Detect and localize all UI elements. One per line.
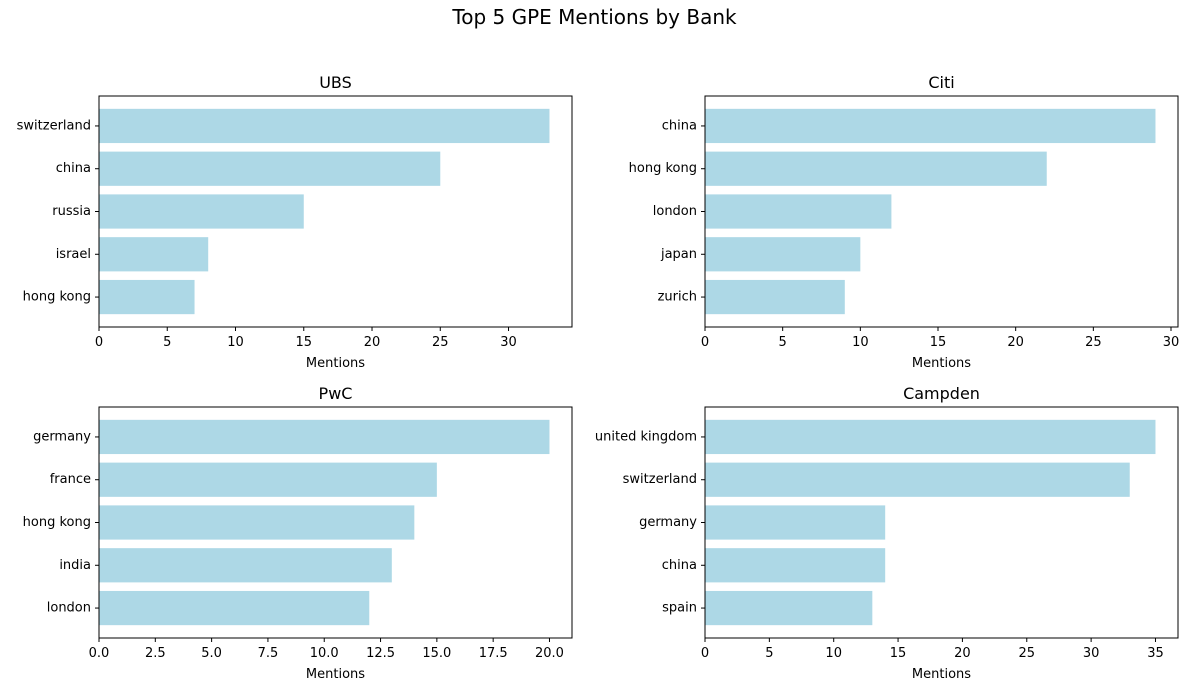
bar (99, 419, 550, 455)
x-tick-label: 25 (432, 335, 449, 350)
bar (705, 108, 1156, 144)
bar (99, 279, 195, 315)
x-tick-label: 35 (1147, 646, 1164, 661)
y-tick-label: hong kong (23, 515, 91, 530)
y-tick-label: germany (639, 515, 697, 530)
x-tick-label: 15 (930, 335, 947, 350)
x-tick-label: 0.0 (89, 646, 110, 661)
plot-frame (98, 95, 573, 328)
x-tick-label: 0 (701, 335, 709, 350)
x-axis-label: Mentions (306, 667, 365, 682)
x-tick-label: 20 (1007, 335, 1024, 350)
subplot-title: Campden (903, 384, 980, 403)
subplot-title: PwC (319, 384, 353, 403)
x-tick-label: 15 (295, 335, 312, 350)
bar (705, 151, 1047, 186)
x-tick-label: 7.5 (258, 646, 279, 661)
x-tick-label: 10.0 (310, 646, 339, 661)
x-tick-label: 5.0 (201, 646, 222, 661)
x-tick-label: 5 (765, 646, 773, 661)
plot-frame (704, 406, 1179, 639)
y-tick-label: hong kong (629, 161, 697, 176)
x-tick-label: 10 (852, 335, 869, 350)
subplot-title: Citi (928, 73, 954, 92)
figure-title: Top 5 GPE Mentions by Bank (452, 5, 737, 29)
x-tick-label: 5 (779, 335, 787, 350)
x-tick-label: 20 (364, 335, 381, 350)
subplot-ubs: switzerland china russia israel hong kong 0 5 1… (17, 73, 573, 371)
x-tick-label: 0 (701, 646, 709, 661)
x-tick-label: 25 (1018, 646, 1035, 661)
x-tick-label: 5 (163, 335, 171, 350)
y-tick-label: france (50, 472, 91, 487)
x-tick-label: 0 (95, 335, 103, 350)
bar (99, 108, 550, 144)
x-axis-label: Mentions (912, 667, 971, 682)
bar (99, 505, 415, 540)
x-tick-label: 15 (890, 646, 907, 661)
y-tick-label: india (59, 558, 91, 573)
bar (99, 548, 392, 583)
y-tick-label: russia (52, 204, 91, 219)
subplot-title: UBS (319, 73, 352, 92)
bar (705, 194, 892, 229)
bar (705, 462, 1130, 497)
x-tick-label: 30 (1083, 646, 1100, 661)
x-tick-label: 30 (1163, 335, 1180, 350)
y-tick-label: london (653, 204, 697, 219)
bar (705, 505, 886, 540)
x-axis-label: Mentions (306, 356, 365, 371)
x-tick-label: 15.0 (422, 646, 451, 661)
x-tick-label: 20.0 (535, 646, 564, 661)
y-tick-label: london (47, 601, 91, 616)
y-tick-label: hong kong (23, 290, 91, 305)
y-tick-label: china (662, 118, 697, 133)
y-tick-label: germany (33, 429, 91, 444)
subplot-pwc: germany france hong kong india london 0.0 2.5 5… (23, 384, 573, 682)
bar (99, 194, 304, 229)
plot-frame (704, 95, 1179, 328)
y-tick-label: china (56, 161, 91, 176)
plot-frame (98, 406, 573, 639)
subplot-campden: united kingdom switzerland germany china spa… (595, 384, 1179, 682)
bar (705, 419, 1156, 455)
y-tick-label: switzerland (17, 118, 91, 133)
x-tick-label: 2.5 (145, 646, 166, 661)
x-tick-label: 20 (954, 646, 971, 661)
bar (99, 462, 437, 497)
bar (99, 237, 209, 272)
x-axis-label: Mentions (912, 356, 971, 371)
x-tick-label: 10 (825, 646, 842, 661)
y-tick-label: china (662, 558, 697, 573)
y-tick-label: switzerland (623, 472, 697, 487)
y-tick-label: japan (660, 247, 697, 262)
bar (705, 279, 845, 315)
x-tick-label: 10 (227, 335, 244, 350)
y-tick-label: united kingdom (595, 429, 697, 444)
bar (99, 590, 370, 626)
y-tick-label: spain (662, 601, 697, 616)
x-tick-label: 25 (1085, 335, 1102, 350)
bar (705, 590, 873, 626)
y-tick-label: israel (56, 247, 91, 262)
x-tick-label: 12.5 (366, 646, 395, 661)
bar (705, 237, 861, 272)
x-tick-label: 30 (500, 335, 517, 350)
x-tick-label: 17.5 (479, 646, 508, 661)
y-tick-label: zurich (658, 290, 697, 305)
bar (99, 151, 441, 186)
bar (705, 548, 886, 583)
subplot-citi: china hong kong london japan zurich 0 5 10 15 20 2… (629, 73, 1180, 371)
